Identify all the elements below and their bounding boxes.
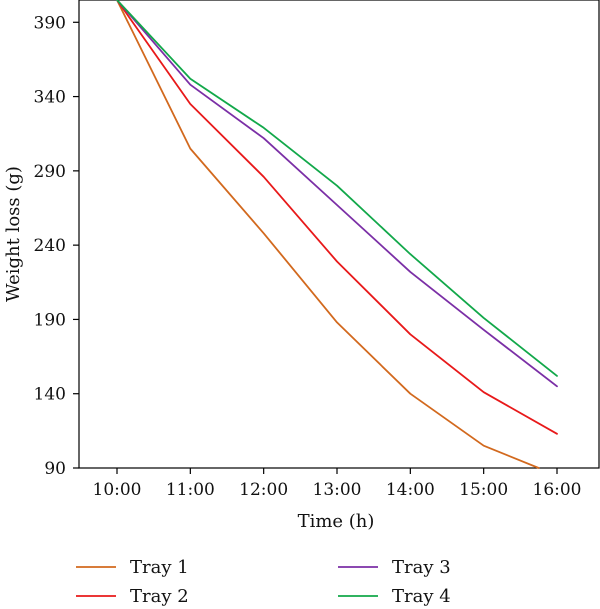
series-line-tray-2 [116,0,558,435]
y-axis-title: Weight loss (g) [3,166,24,302]
y-tick-label: 140 [34,385,66,405]
plot-frame [78,0,600,469]
series-lines [116,0,558,469]
y-tick-label: 340 [34,88,66,108]
x-tick-label: 15:00 [459,480,508,500]
x-tick-label: 11:00 [166,480,215,500]
y-tick-label: 190 [34,310,66,330]
series-line-tray-1 [116,0,540,469]
x-tick-label: 16:00 [533,480,582,500]
series-line-tray-4 [116,0,558,377]
y-tick-label: 290 [34,162,66,182]
x-axis-title: Time (h) [298,511,375,532]
y-tick-label: 390 [34,13,66,33]
legend-label-tray-4: Tray 4 [392,586,451,607]
x-tick-label: 13:00 [313,480,362,500]
x-tick-label: 12:00 [239,480,288,500]
series-line-tray-3 [116,0,558,388]
legend-label-tray-2: Tray 2 [130,586,189,607]
legend: Tray 1 Tray 2 Tray 3 Tray 4 [76,557,451,607]
legend-label-tray-1: Tray 1 [130,557,189,578]
y-tick-label: 90 [44,459,66,479]
y-axis-ticks: 90 140 190 240 290 340 390 [34,13,79,479]
y-tick-label: 240 [34,236,66,256]
x-tick-label: 14:00 [386,480,435,500]
legend-label-tray-3: Tray 3 [392,557,451,578]
x-axis-ticks: 10:00 11:00 12:00 13:00 14:00 15:00 16:00 [93,468,582,500]
x-tick-label: 10:00 [93,480,142,500]
